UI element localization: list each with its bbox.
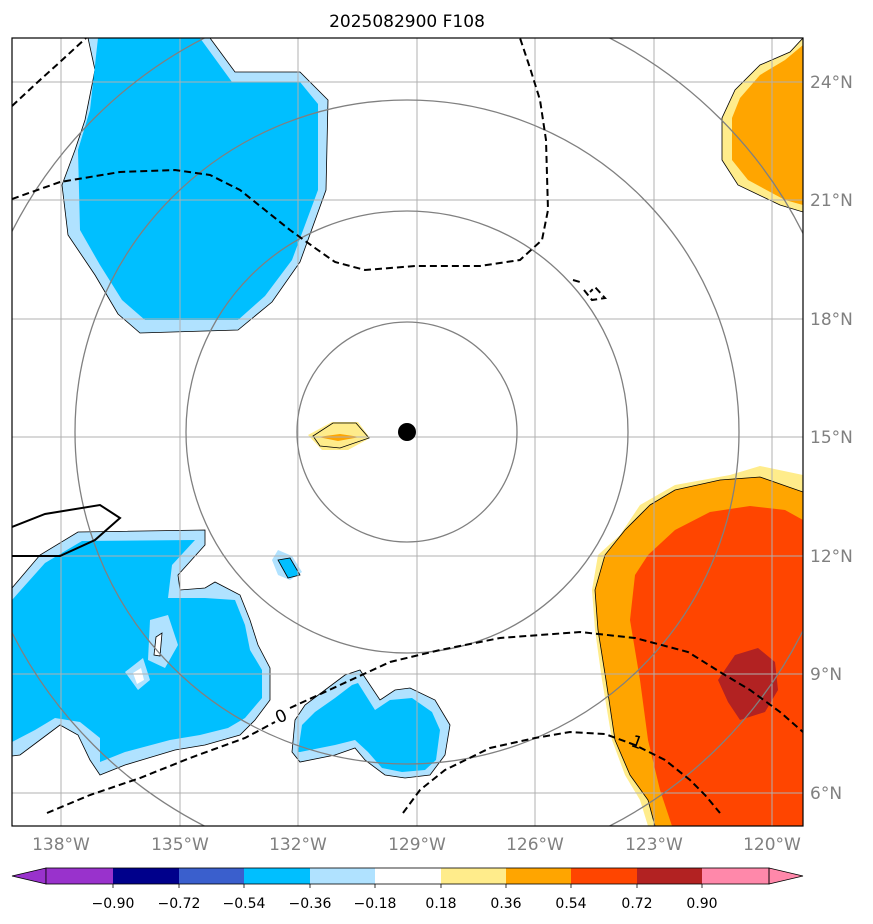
negative-region-southwest <box>12 529 271 776</box>
colorbar-swatch-3 <box>179 868 244 884</box>
graticule <box>12 38 803 826</box>
lat-label-24n: 24°N <box>810 73 853 93</box>
colorbar-label-3: −0.54 <box>223 896 266 912</box>
positive-region-center <box>308 422 370 450</box>
colorbar-label-5: −0.18 <box>354 896 397 912</box>
lat-label-18n: 18°N <box>810 310 853 330</box>
colorbar-label-7: 0.36 <box>490 896 521 912</box>
lon-label-132w: 132°W <box>269 835 327 855</box>
colorbar-label-1: −0.90 <box>92 896 135 912</box>
contour-label-0: 0 <box>272 706 290 729</box>
positive-region-southeast <box>592 466 803 826</box>
solid-contours <box>12 503 122 557</box>
colorbar-swatch-2 <box>113 868 179 884</box>
colorbar-arrow-high <box>768 867 804 885</box>
positive-region-northeast <box>721 38 803 213</box>
colorbar-label-8: 0.54 <box>555 896 586 912</box>
map-frame <box>11 37 804 827</box>
longitude-ticks: 138°W 135°W 132°W 129°W 126°W 123°W 120°… <box>32 835 801 855</box>
colorbar-swatch-8 <box>506 868 571 884</box>
colorbar-swatch-9 <box>571 868 637 884</box>
lon-label-126w: 126°W <box>506 835 564 855</box>
dashed-contours <box>12 38 803 814</box>
colorbar: −0.90 −0.72 −0.54 −0.36 −0.18 0.18 0.36 … <box>11 867 804 912</box>
map-title: 2025082900 F108 <box>329 12 485 32</box>
colorbar-swatch-6 <box>375 868 441 884</box>
colorbar-swatch-11 <box>702 868 769 884</box>
lon-label-120w: 120°W <box>743 835 801 855</box>
colorbar-label-9: 0.72 <box>621 896 652 912</box>
colorbar-swatch-1 <box>46 868 113 884</box>
latitude-ticks: 24°N 21°N 18°N 15°N 12°N 9°N 6°N <box>810 73 853 804</box>
colorbar-label-6: 0.18 <box>425 896 456 912</box>
colorbar-swatch-10 <box>637 868 702 884</box>
lat-label-9n: 9°N <box>810 665 842 685</box>
colorbar-arrow-low <box>11 867 47 885</box>
lon-label-135w: 135°W <box>151 835 209 855</box>
storm-center-marker <box>398 423 416 441</box>
colorbar-swatch-4 <box>244 868 310 884</box>
lon-label-129w: 129°W <box>388 835 446 855</box>
colorbar-label-10: 0.90 <box>686 896 717 912</box>
map-field <box>12 38 803 826</box>
negative-region-north <box>61 38 329 334</box>
colorbar-label-4: −0.36 <box>289 896 332 912</box>
colorbar-swatch-7 <box>441 868 506 884</box>
lon-label-138w: 138°W <box>32 835 90 855</box>
negative-region-south <box>291 669 451 779</box>
colorbar-label-2: −0.72 <box>158 896 201 912</box>
colorbar-swatch-5 <box>310 868 375 884</box>
lat-label-12n: 12°N <box>810 547 853 567</box>
lat-label-6n: 6°N <box>810 784 842 804</box>
lon-label-123w: 123°W <box>625 835 683 855</box>
range-rings <box>12 38 803 826</box>
lat-label-15n: 15°N <box>810 428 853 448</box>
negative-region-small <box>272 550 302 580</box>
lat-label-21n: 21°N <box>810 191 853 211</box>
colorbar-frame <box>45 867 770 885</box>
